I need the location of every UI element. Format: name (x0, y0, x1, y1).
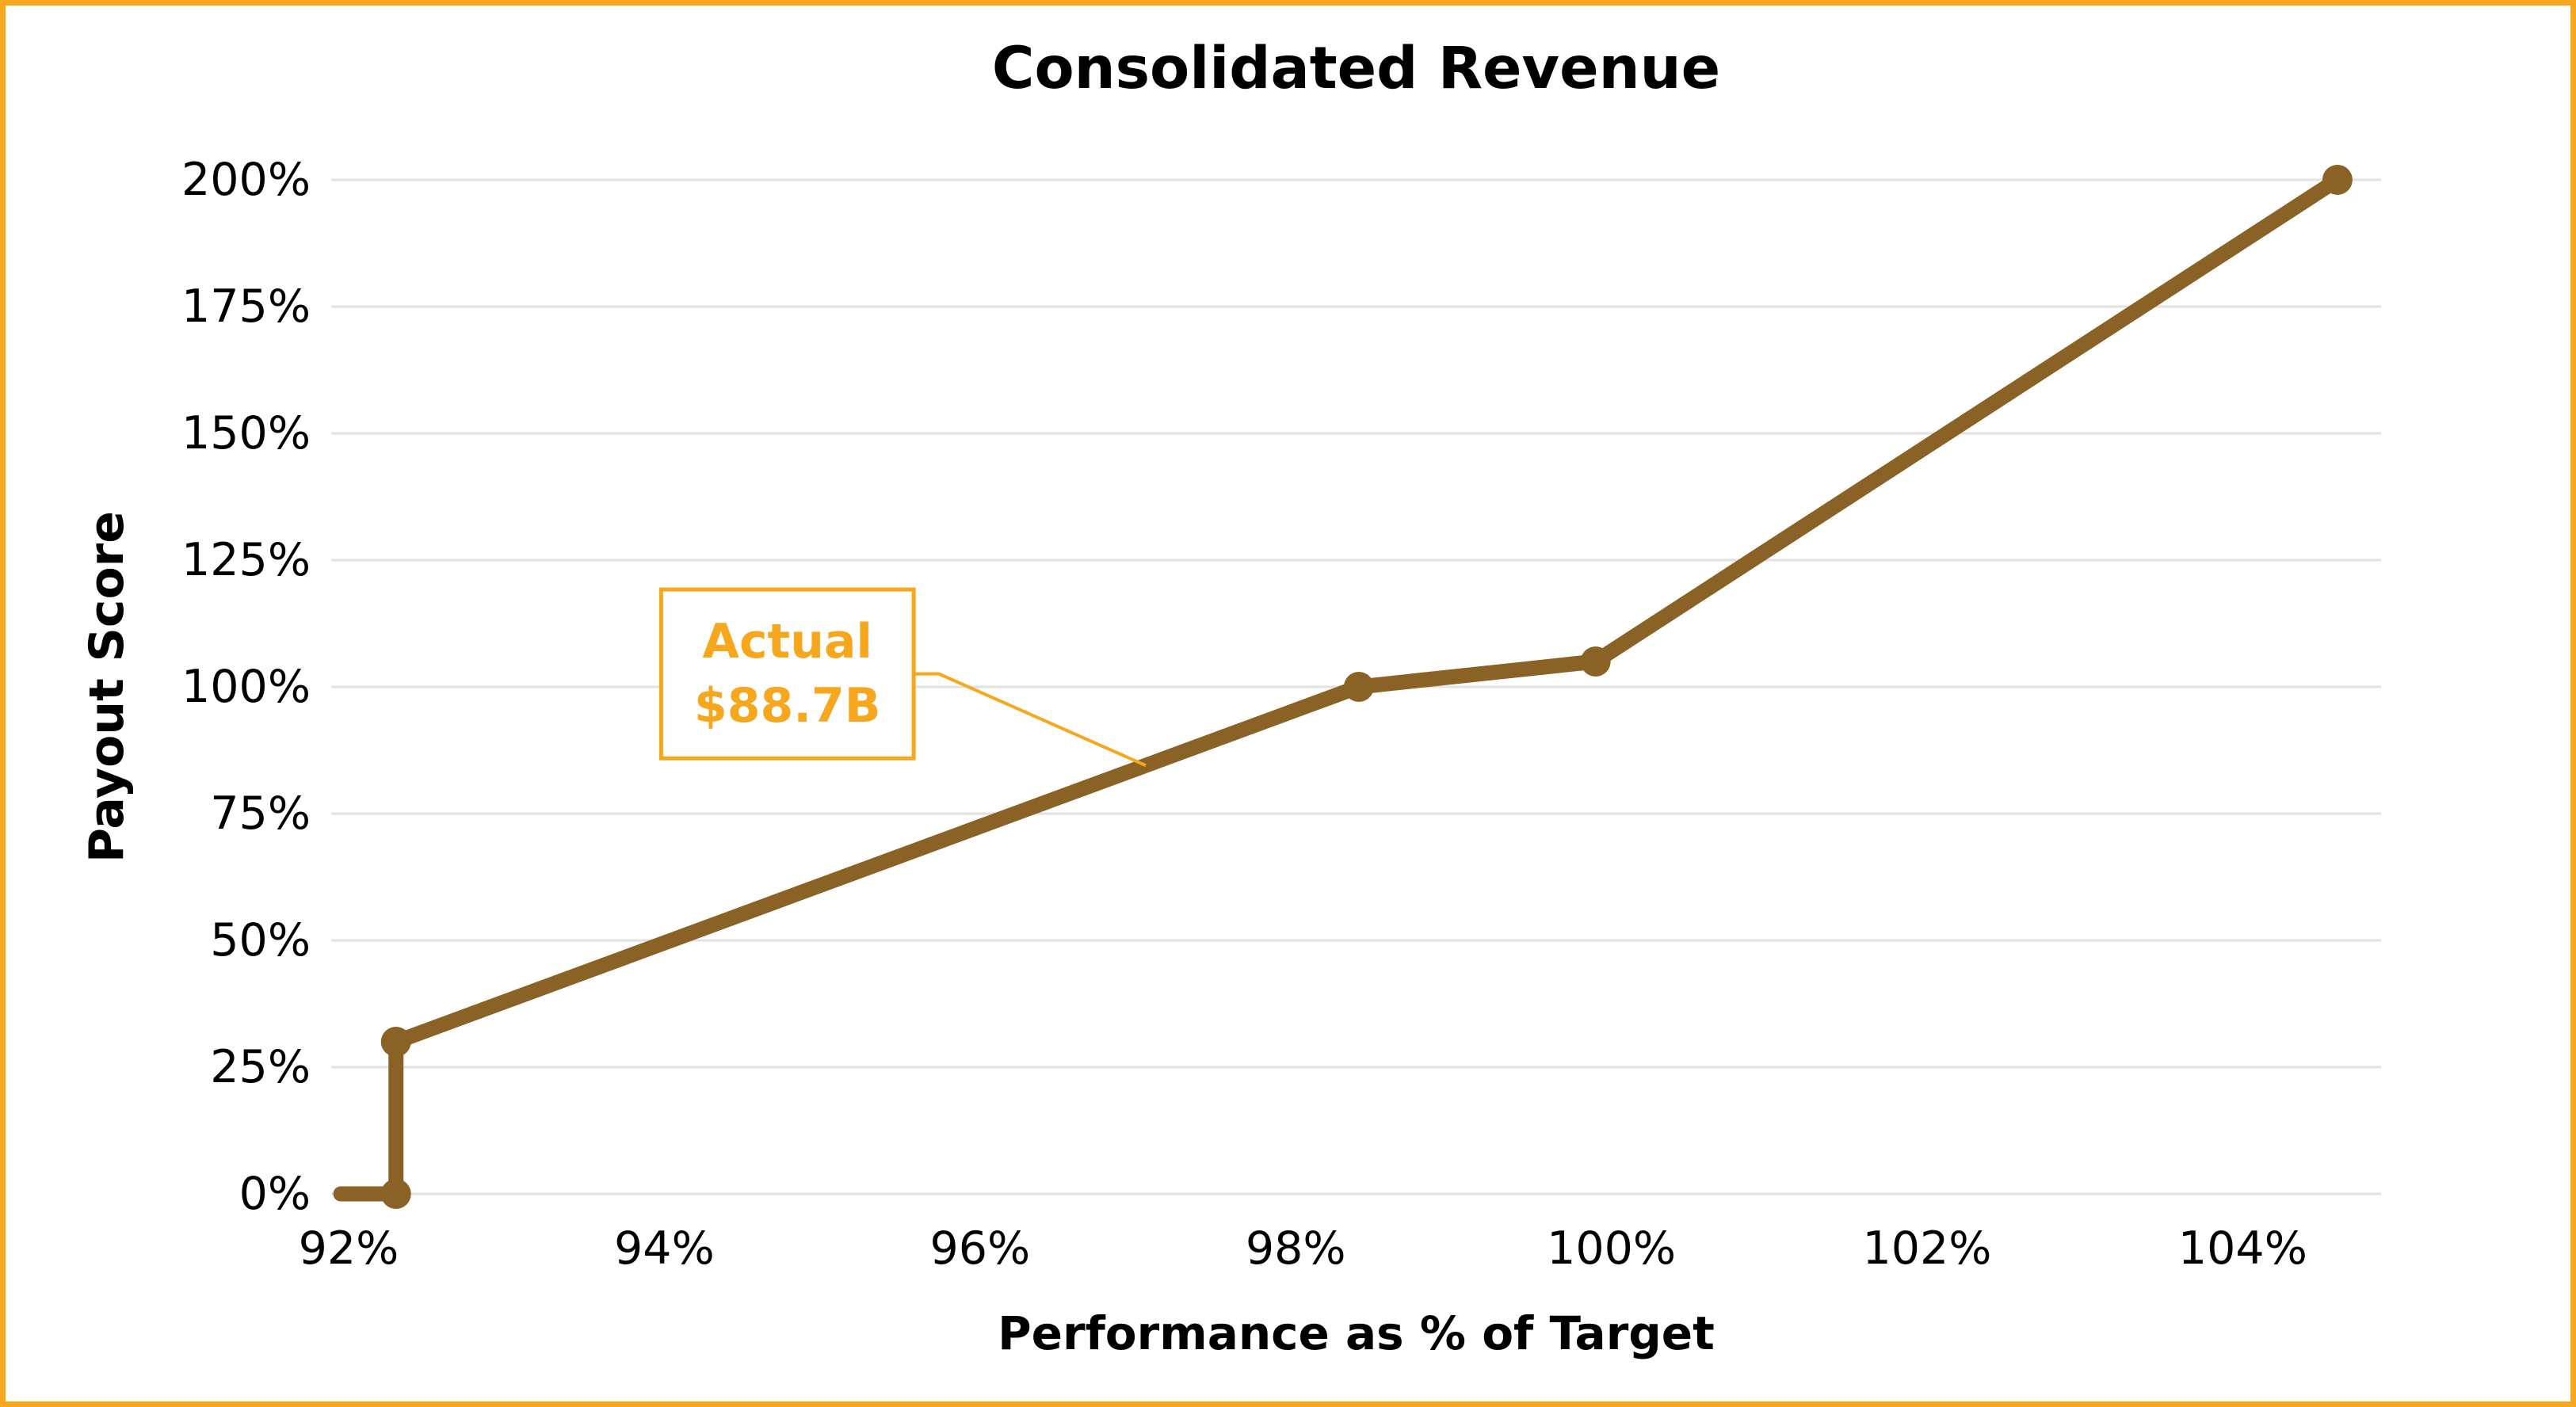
annotation-box (658, 587, 916, 761)
x-axis-title: Performance as % of Target (998, 1306, 1715, 1360)
data-point-marker (1580, 646, 1611, 677)
y-tick-label: 125% (181, 534, 311, 586)
x-tick-label: 104% (2178, 1222, 2307, 1275)
y-tick-label: 25% (210, 1041, 311, 1093)
data-point-marker (2322, 165, 2353, 195)
x-tick-label: 94% (614, 1222, 715, 1275)
y-tick-label: 75% (210, 787, 311, 840)
x-tick-labels: 92% 94% 96% 98% 100% 102% 104% (299, 1222, 2307, 1275)
y-tick-label: 0% (239, 1168, 311, 1220)
x-tick-label: 92% (299, 1222, 399, 1275)
y-tick-label: 100% (181, 661, 311, 713)
x-tick-label: 100% (1547, 1222, 1676, 1275)
annotation-leader-line (914, 672, 1147, 767)
data-point-marker (380, 1027, 411, 1057)
y-tick-label: 175% (181, 280, 311, 333)
annotation-text: Actual (703, 614, 872, 669)
x-tick-label: 96% (929, 1222, 1030, 1275)
chart-title: Consolidated Revenue (991, 35, 1721, 102)
annotation-group: Actual $88.7B (658, 587, 1147, 767)
y-tick-label: 200% (181, 154, 311, 206)
data-point-marker (380, 1179, 411, 1209)
x-tick-label: 102% (1863, 1222, 1992, 1275)
series-group (333, 165, 2353, 1209)
y-tick-label: 150% (181, 407, 311, 459)
y-tick-labels: 0% 25% 50% 75% 100% 125% 150% 175% 200% (181, 154, 311, 1220)
x-tick-label: 98% (1246, 1222, 1346, 1275)
y-tick-label: 50% (210, 914, 311, 967)
data-point-marker (1343, 672, 1374, 702)
annotation-text: $88.7B (694, 678, 881, 734)
